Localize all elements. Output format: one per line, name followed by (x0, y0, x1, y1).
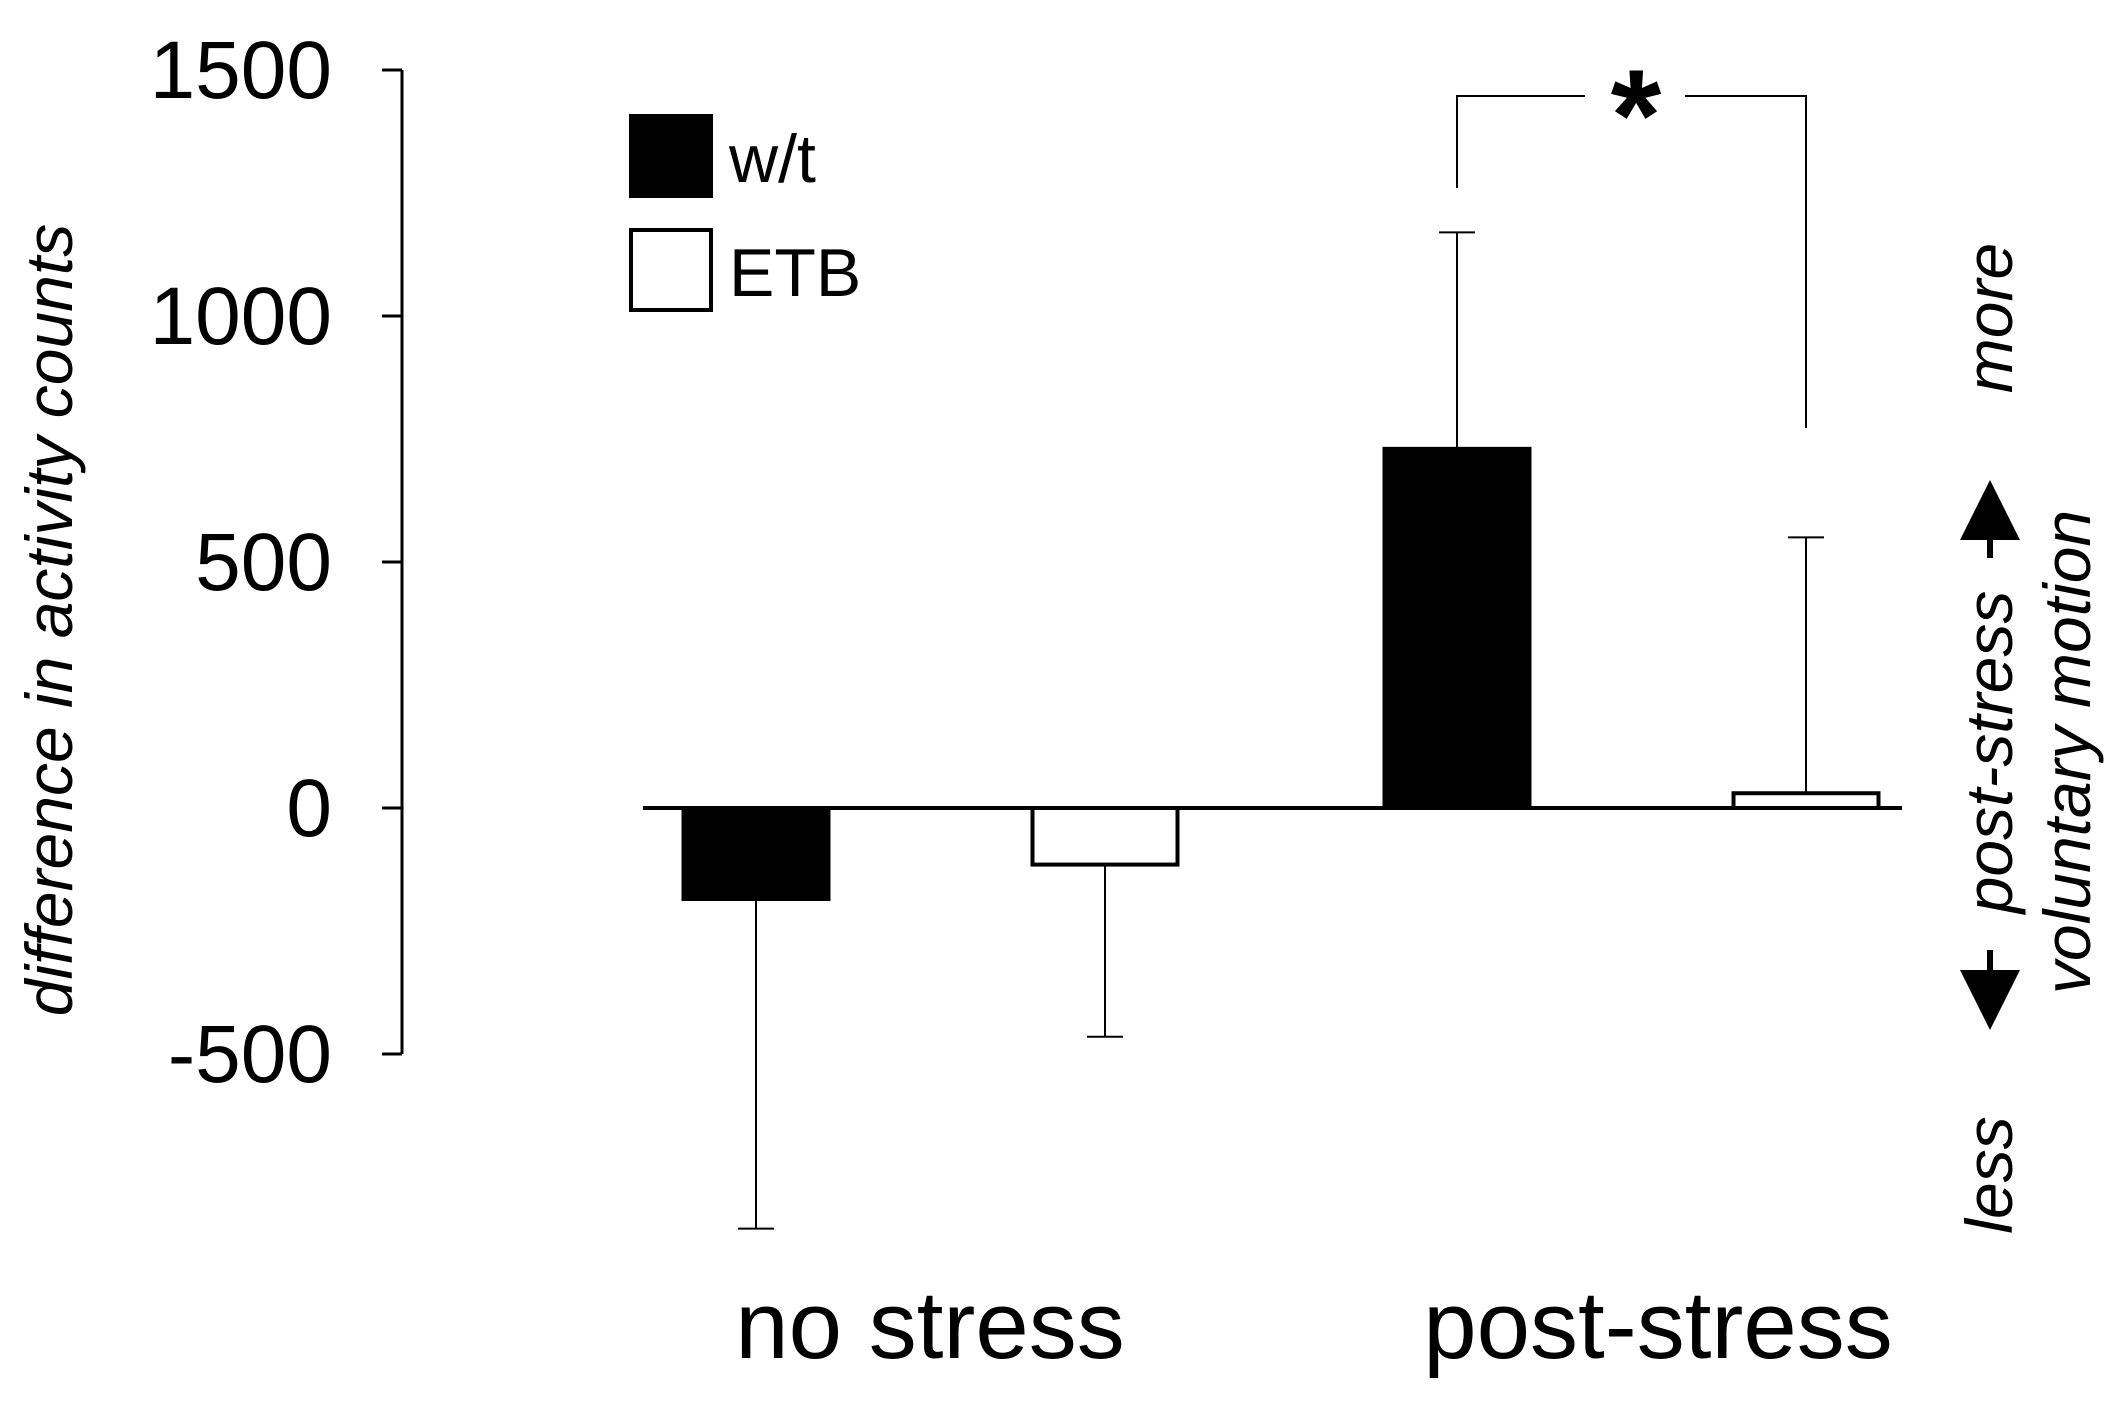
side-label-post-stress: post-stress (1952, 591, 2026, 916)
error-bars (738, 231, 1824, 1230)
y-tick-label: 0 (286, 763, 332, 854)
direction-annotation: more less post-stress voluntary motion (1952, 243, 2104, 1234)
significance-bracket: * (1456, 42, 1807, 428)
significance-star: * (1611, 42, 1662, 188)
y-axis-ticks: 1500 1000 500 0 -500 (150, 25, 402, 1100)
y-tick-label: 1500 (150, 25, 332, 116)
legend-swatch-wt (629, 114, 713, 198)
y-tick-label: 1000 (150, 271, 332, 362)
bar-wt-no-stress (681, 806, 831, 902)
legend: w/t ETB (629, 114, 861, 312)
bracket-line (1456, 95, 1807, 428)
y-tick-label: -500 (168, 1009, 332, 1100)
bar-wt-post-stress (1382, 446, 1532, 810)
category-labels: no stress post-stress (735, 1272, 1892, 1379)
side-label-more: more (1952, 243, 2026, 393)
bar-etb-no-stress (1030, 806, 1180, 867)
category-label: post-stress (1423, 1272, 1892, 1379)
legend-label-etb: ETB (729, 235, 861, 311)
category-label: no stress (735, 1272, 1124, 1379)
side-label-voluntary-motion: voluntary motion (2030, 510, 2104, 994)
y-axis-title: difference in activity counts (12, 224, 86, 1016)
legend-swatch-etb (629, 228, 713, 312)
y-tick-label: 500 (195, 517, 332, 608)
bars (681, 446, 1881, 902)
side-label-less: less (1952, 1116, 2026, 1233)
bar-etb-post-stress (1731, 791, 1881, 810)
legend-label-wt: w/t (728, 121, 816, 197)
